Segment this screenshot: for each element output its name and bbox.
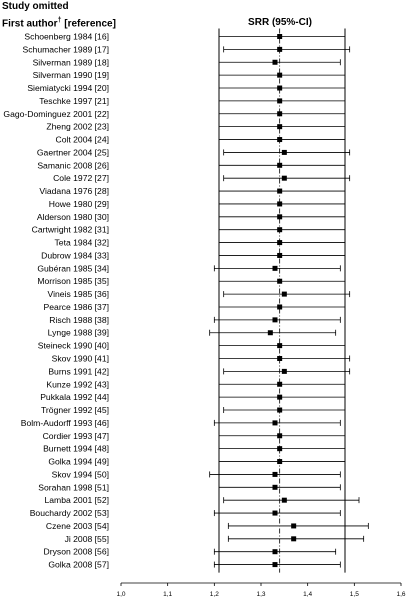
point-estimate-marker xyxy=(281,497,287,503)
study-omitted-heading: Study omitted xyxy=(2,1,69,12)
study-label: Kunze 1992 [43] xyxy=(46,379,109,389)
study-label: Dubrow 1984 [33] xyxy=(41,250,109,260)
point-estimate-marker xyxy=(277,459,283,465)
study-label: Skov 1990 [41] xyxy=(52,354,109,364)
study-label: Alderson 1980 [30] xyxy=(37,212,109,222)
point-estimate-marker xyxy=(277,98,283,104)
study-label: Lamba 2001 [52] xyxy=(44,495,109,505)
study-label: Bolm-Audorff 1993 [46] xyxy=(21,418,109,428)
x-tick-label: 1,2 xyxy=(210,591,219,598)
study-label: Schoenberg 1984 [16] xyxy=(24,32,109,42)
point-estimate-marker xyxy=(277,446,283,452)
study-label: Lynge 1988 [39] xyxy=(48,328,109,338)
study-label: Siemiatycki 1994 [20] xyxy=(27,83,109,93)
x-tick-label: 1,0 xyxy=(116,591,125,598)
x-tick-label: 1,3 xyxy=(256,591,265,598)
study-label: Trögner 1992 [45] xyxy=(41,405,109,415)
point-estimate-marker xyxy=(277,162,283,168)
study-label: Gaertner 2004 [25] xyxy=(37,147,109,157)
point-estimate-marker xyxy=(267,330,273,336)
point-estimate-marker xyxy=(281,149,287,155)
study-label: Sorahan 1998 [51] xyxy=(38,482,109,492)
study-label: Teschke 1997 [21] xyxy=(39,96,109,106)
x-tick-label: 1,6 xyxy=(396,591,405,598)
dagger-mark: † xyxy=(57,17,62,24)
study-label: Skov 1994 [50] xyxy=(52,469,109,479)
study-label: Cole 1972 [27] xyxy=(53,173,109,183)
study-label: Viadana 1976 [28] xyxy=(39,186,109,196)
x-tick-label: 1,4 xyxy=(303,591,312,598)
reference-label: [reference] xyxy=(61,18,116,30)
first-author-heading: First author† [reference] xyxy=(2,17,116,29)
point-estimate-marker xyxy=(277,72,283,78)
study-label: Bouchardy 2002 [53] xyxy=(30,508,109,518)
study-label: Silverman 1990 [19] xyxy=(33,70,109,80)
study-label: Gago-Dominguez 2001 [22] xyxy=(3,109,109,119)
point-estimate-marker xyxy=(281,368,287,374)
point-estimate-marker xyxy=(277,356,283,361)
study-label: Burnett 1994 [48] xyxy=(43,444,109,454)
study-label: Risch 1988 [38] xyxy=(49,315,109,325)
point-estimate-marker xyxy=(277,85,283,91)
point-estimate-marker xyxy=(272,471,278,477)
study-label: Silverman 1989 [18] xyxy=(33,57,109,67)
point-estimate-marker xyxy=(277,343,283,349)
point-estimate-marker xyxy=(277,111,283,117)
point-estimate-marker xyxy=(277,137,283,143)
study-label: Teta 1984 [32] xyxy=(55,238,109,248)
study-label: Samanic 2008 [26] xyxy=(37,160,109,170)
study-label: Pearce 1986 [37] xyxy=(44,302,109,312)
study-label: Gubéran 1985 [34] xyxy=(37,263,109,273)
study-label: Zheng 2002 [23] xyxy=(46,122,109,132)
study-label: Colt 2004 [24] xyxy=(55,135,109,145)
point-estimate-marker xyxy=(281,175,287,181)
point-estimate-marker xyxy=(272,317,278,323)
study-label: Steineck 1990 [40] xyxy=(38,341,109,351)
point-estimate-marker xyxy=(277,34,283,39)
point-estimate-marker xyxy=(272,510,278,516)
point-estimate-marker xyxy=(272,562,278,568)
point-estimate-marker xyxy=(272,420,278,426)
point-estimate-marker xyxy=(272,265,278,271)
point-estimate-marker xyxy=(277,214,283,220)
study-label: Vineis 1985 [36] xyxy=(48,289,109,299)
point-estimate-marker xyxy=(277,394,283,400)
study-label: Morrison 1985 [35] xyxy=(37,276,109,286)
point-estimate-marker xyxy=(277,124,283,130)
point-estimate-marker xyxy=(277,252,283,258)
study-label: Golka 1994 [49] xyxy=(48,457,109,467)
srr-axis-title: SRR (95%-CI) xyxy=(248,17,312,28)
study-label: Ji 2008 [55] xyxy=(65,534,109,544)
study-label: Schumacher 1989 [17] xyxy=(23,44,109,54)
point-estimate-marker xyxy=(281,291,287,297)
point-estimate-marker xyxy=(277,433,283,439)
point-estimate-marker xyxy=(277,188,283,194)
x-tick-label: 1,5 xyxy=(350,591,359,598)
point-estimate-marker xyxy=(277,227,283,233)
point-estimate-marker xyxy=(277,278,283,284)
study-label: Golka 2008 [57] xyxy=(48,560,109,570)
study-label: Cordier 1993 [47] xyxy=(43,431,109,441)
point-estimate-marker xyxy=(277,304,283,310)
point-estimate-marker xyxy=(277,201,283,207)
point-estimate-marker xyxy=(277,381,283,387)
study-label: Burns 1991 [42] xyxy=(48,366,109,376)
point-estimate-marker xyxy=(272,484,278,490)
x-tick-label: 1,1 xyxy=(163,591,172,598)
point-estimate-marker xyxy=(277,46,283,52)
study-label: Cartwright 1982 [31] xyxy=(32,225,109,235)
study-label: Czene 2003 [54] xyxy=(46,521,109,531)
point-estimate-marker xyxy=(277,240,283,246)
point-estimate-marker xyxy=(272,59,278,65)
study-label: Dryson 2008 [56] xyxy=(44,547,109,557)
study-label: Pukkala 1992 [44] xyxy=(40,392,109,402)
study-label: Howe 1980 [29] xyxy=(49,199,109,209)
point-estimate-marker xyxy=(272,549,278,555)
point-estimate-marker xyxy=(291,536,297,542)
point-estimate-marker xyxy=(291,523,297,529)
point-estimate-marker xyxy=(277,407,283,413)
first-author-label: First author xyxy=(2,18,58,30)
